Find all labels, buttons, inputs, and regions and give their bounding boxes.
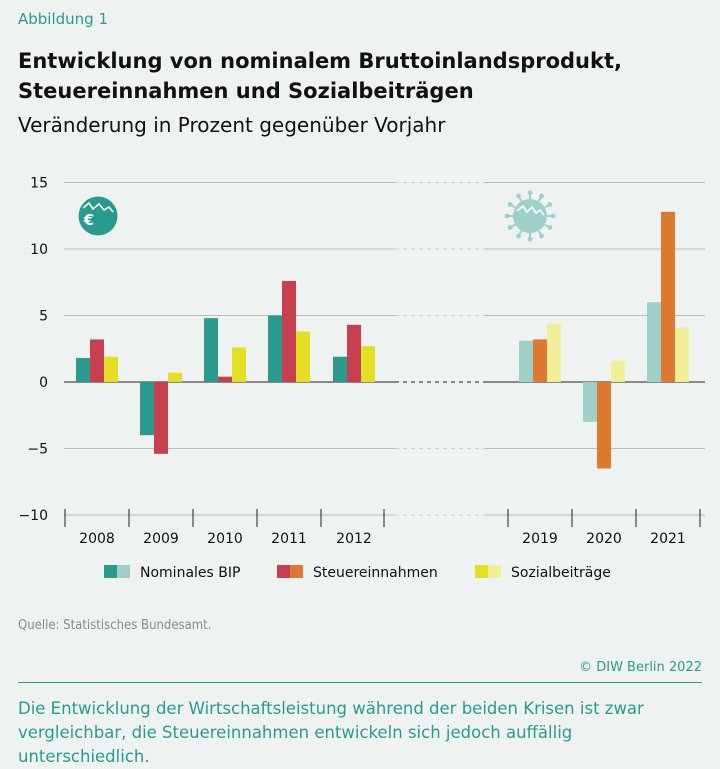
bar-sozialbeitr-ge-2011 — [296, 331, 310, 382]
x-tick-label-2021: 2021 — [650, 531, 686, 547]
x-tick-label-2012: 2012 — [336, 531, 372, 547]
period-icons: € — [78, 190, 556, 242]
bar-chart: 15 10 5 0 −5 −10 2008 2009 2010 2011 2012 2019 2020… — [18, 176, 705, 581]
virus-spike-tip — [507, 225, 513, 230]
legend-swatch — [104, 565, 117, 578]
copyright: © DIW Berlin 2022 — [579, 660, 702, 675]
bar-sozialbeitr-ge-2019 — [547, 323, 561, 382]
y-tick-label: 15 — [30, 176, 48, 192]
legend-label: Nominales BIP — [140, 565, 240, 581]
bar-nominales-bip-2019 — [519, 340, 533, 382]
virus-spike-tip — [504, 213, 510, 219]
legend-swatch — [290, 565, 303, 578]
bar-steuereinnahmen-2008 — [90, 339, 104, 382]
svg-text:€: € — [83, 211, 94, 229]
title-line-2: Steuereinnahmen und Sozialbeiträgen — [18, 79, 474, 103]
y-tick-label: −10 — [18, 508, 48, 524]
x-tick-label-2020: 2020 — [586, 531, 622, 547]
figure-label: Abbildung 1 — [18, 10, 109, 28]
virus-spike-tip — [550, 213, 556, 219]
bar-steuereinnahmen-2010 — [218, 376, 232, 382]
bar-steuereinnahmen-2011 — [282, 280, 296, 382]
virus-spike-tip — [539, 193, 544, 199]
caption: Die Entwicklung der Wirtschaftsleistung … — [18, 699, 644, 766]
legend-swatch — [475, 565, 488, 578]
x-tick-label-2010: 2010 — [207, 531, 243, 547]
bars — [76, 211, 689, 469]
y-tick-label: 10 — [30, 242, 48, 258]
virus-spike-tip — [527, 236, 533, 242]
virus-spike-tip — [516, 193, 521, 199]
legend-swatch — [117, 565, 130, 578]
virus-spike-tip — [539, 233, 544, 239]
x-tick-label-2009: 2009 — [143, 531, 179, 547]
legend: Nominales BIP Steuereinnahmen Sozialbeiträ… — [104, 565, 611, 581]
bar-sozialbeitr-ge-2009 — [168, 372, 182, 382]
source-note: Quelle: Statistisches Bundesamt. — [18, 618, 212, 633]
legend-label: Steuereinnahmen — [313, 565, 438, 581]
x-tick-label-2019: 2019 — [522, 531, 558, 547]
bar-nominales-bip-2020 — [583, 382, 597, 422]
bar-sozialbeitr-ge-2008 — [104, 356, 118, 382]
bar-steuereinnahmen-2021 — [661, 211, 675, 382]
virus-icon — [504, 190, 556, 242]
bar-steuereinnahmen-2020 — [597, 382, 611, 469]
x-tick-label-2008: 2008 — [79, 531, 115, 547]
y-tick-label: 5 — [39, 309, 48, 325]
bar-nominales-bip-2021 — [647, 302, 661, 382]
bar-sozialbeitr-ge-2010 — [232, 347, 246, 382]
bar-steuereinnahmen-2019 — [533, 339, 547, 382]
bar-nominales-bip-2010 — [204, 318, 218, 382]
y-axis: 15 10 5 0 −5 −10 — [18, 176, 48, 525]
virus-spike-tip — [547, 225, 553, 230]
chart-title: Entwicklung von nominalem Bruttoinlandsp… — [18, 46, 622, 106]
y-tick-label: 0 — [39, 375, 48, 391]
divider — [18, 682, 702, 683]
virus-spike-tip — [527, 190, 533, 196]
euro-crisis-icon: € — [78, 196, 118, 236]
bar-nominales-bip-2011 — [268, 315, 282, 382]
bar-steuereinnahmen-2009 — [154, 382, 168, 454]
virus-spike-tip — [547, 202, 553, 207]
bar-nominales-bip-2012 — [333, 356, 347, 382]
bar-nominales-bip-2009 — [140, 382, 154, 436]
virus-spike-tip — [507, 202, 513, 207]
title-line-1: Entwicklung von nominalem Bruttoinlandsp… — [18, 49, 622, 73]
bar-nominales-bip-2008 — [76, 358, 90, 382]
x-axis: 2008 2009 2010 2011 2012 2019 2020 2021 — [64, 509, 701, 547]
bar-sozialbeitr-ge-2021 — [675, 327, 689, 382]
legend-label: Sozialbeiträge — [511, 565, 611, 581]
virus-spike-tip — [516, 233, 521, 239]
y-tick-label: −5 — [27, 442, 48, 458]
legend-swatch — [488, 565, 501, 578]
x-tick-label-2011: 2011 — [271, 531, 307, 547]
bar-steuereinnahmen-2012 — [347, 324, 361, 382]
legend-swatch — [277, 565, 290, 578]
chart-subtitle: Veränderung in Prozent gegenüber Vorjahr — [18, 113, 446, 137]
bar-sozialbeitr-ge-2012 — [361, 346, 375, 382]
bar-sozialbeitr-ge-2020 — [611, 360, 625, 382]
